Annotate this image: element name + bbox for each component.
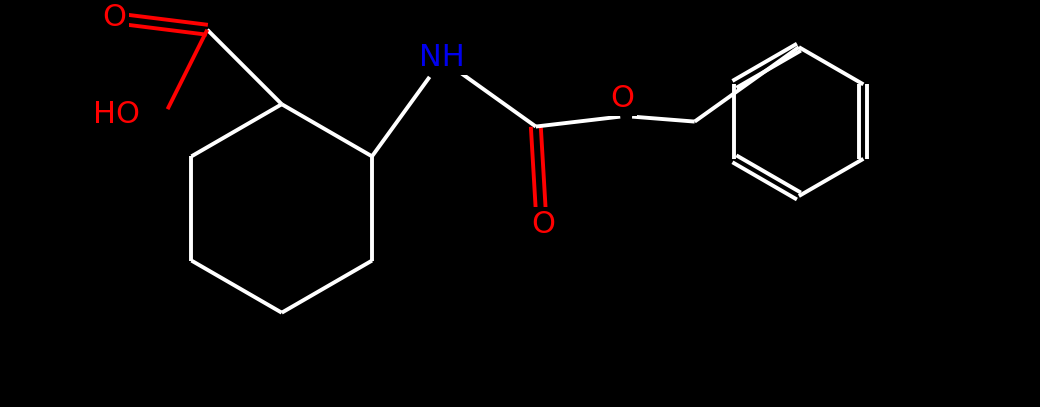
Text: NH: NH xyxy=(419,43,465,72)
Text: HO: HO xyxy=(93,100,139,129)
Text: O: O xyxy=(610,84,634,113)
Text: O: O xyxy=(530,210,554,239)
Text: O: O xyxy=(102,3,126,32)
